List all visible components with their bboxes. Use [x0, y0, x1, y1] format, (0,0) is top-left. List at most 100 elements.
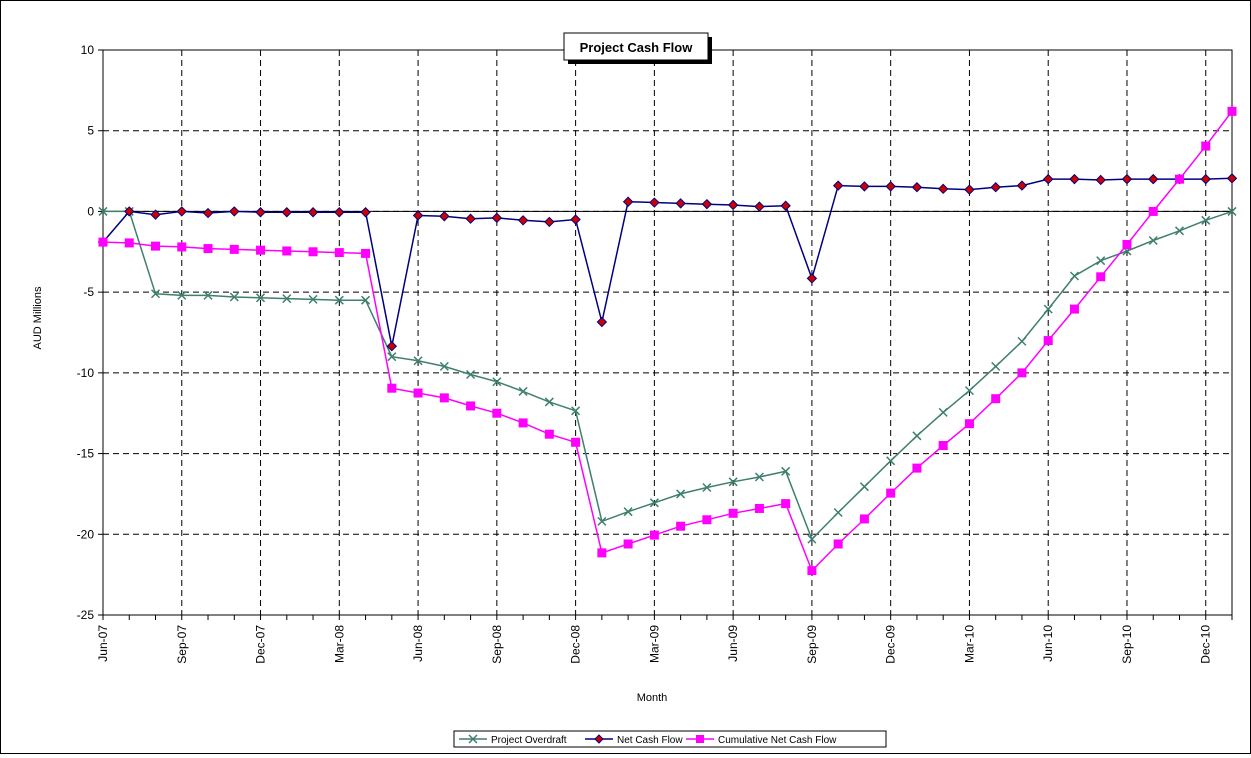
data-point: [1044, 175, 1053, 184]
data-point: [466, 401, 475, 410]
data-point: [1228, 107, 1237, 116]
data-point: [1175, 227, 1183, 235]
data-point: [676, 199, 685, 208]
data-point: [1070, 305, 1079, 314]
y-tick-label: -25: [77, 608, 95, 622]
data-point: [519, 418, 528, 427]
data-point: [912, 464, 921, 473]
data-point: [256, 208, 265, 217]
legend-label: Project Overdraft: [491, 735, 567, 746]
data-point: [965, 185, 974, 194]
data-point: [282, 208, 291, 217]
data-point: [361, 249, 370, 258]
series-project-overdraft: [99, 207, 1236, 543]
data-point: [729, 509, 738, 518]
data-point: [177, 242, 186, 251]
y-axis-label: AUD Millions: [32, 286, 44, 349]
data-point: [545, 398, 553, 406]
data-point: [309, 208, 318, 217]
data-point: [492, 213, 501, 222]
series-line: [103, 111, 1232, 570]
data-point: [256, 246, 265, 255]
x-tick-label: Sep-09: [805, 625, 819, 664]
series-layer: [99, 107, 1237, 575]
x-tick-label: Jun-07: [96, 625, 110, 662]
data-point: [650, 198, 659, 207]
y-tick-label: 10: [81, 43, 95, 57]
x-axis-label: Month: [637, 692, 668, 704]
data-point: [860, 182, 869, 191]
square-marker-icon: [696, 735, 704, 743]
data-point: [1070, 272, 1078, 280]
y-tick-label: 0: [87, 204, 94, 218]
data-point: [361, 208, 370, 217]
data-point: [965, 419, 974, 428]
data-point: [834, 181, 843, 190]
data-point: [1096, 272, 1105, 281]
data-point: [1201, 175, 1210, 184]
data-point: [282, 246, 291, 255]
data-point: [414, 389, 423, 398]
legend-label: Net Cash Flow: [617, 735, 683, 746]
data-point: [545, 430, 554, 439]
data-point: [519, 387, 527, 395]
series-cumulative-net-cash-flow: [99, 107, 1237, 575]
data-point: [1175, 175, 1184, 184]
series-line: [103, 211, 1232, 539]
data-point: [1018, 337, 1026, 345]
data-point: [571, 215, 580, 224]
data-point: [204, 244, 213, 253]
x-tick-label: Dec-09: [884, 625, 898, 664]
data-point: [624, 508, 632, 516]
x-tick-label: Sep-10: [1120, 625, 1134, 664]
data-point: [492, 409, 501, 418]
data-point: [466, 214, 475, 223]
x-tick-label: Dec-08: [569, 625, 583, 664]
chart-title: Project Cash Flow: [580, 40, 694, 55]
data-point: [991, 394, 1000, 403]
data-point: [335, 208, 344, 217]
data-point: [939, 408, 947, 416]
x-tick-label: Dec-10: [1199, 625, 1213, 664]
data-point: [939, 441, 948, 450]
data-point: [230, 245, 239, 254]
data-point: [992, 362, 1000, 370]
data-point: [781, 201, 790, 210]
data-point: [807, 566, 816, 575]
chart-title-box: Project Cash Flow: [564, 33, 712, 64]
x-tick-label: Jun-08: [411, 625, 425, 662]
data-point: [1044, 336, 1053, 345]
x-tick-label: Mar-10: [962, 625, 976, 663]
series-line: [103, 178, 1232, 346]
y-axis-ticks: 10 5 0 -5 -10 -15 -20 -25: [77, 43, 103, 622]
y-tick-label: -15: [77, 447, 95, 461]
data-point: [1149, 175, 1158, 184]
data-point: [414, 211, 423, 220]
data-point: [913, 432, 921, 440]
x-tick-label: Sep-08: [490, 625, 504, 664]
x-tick-label: Dec-07: [254, 625, 268, 664]
data-point: [860, 514, 869, 523]
data-point: [1097, 257, 1105, 265]
data-point: [755, 202, 764, 211]
x-axis-ticks: Jun-07 Sep-07 Dec-07 Mar-08 Jun-08 Sep-08 Dec-…: [96, 615, 1232, 664]
data-point: [519, 216, 528, 225]
data-point: [1070, 175, 1079, 184]
series-net-cash-flow: [99, 174, 1237, 351]
data-point: [597, 548, 606, 557]
data-point: [125, 238, 134, 247]
data-point: [1149, 207, 1158, 216]
data-point: [335, 248, 344, 257]
x-tick-label: Mar-09: [647, 625, 661, 663]
data-point: [1122, 175, 1131, 184]
data-point: [834, 508, 842, 516]
data-point: [702, 200, 711, 209]
data-point: [991, 183, 1000, 192]
data-point: [387, 384, 396, 393]
data-point: [467, 370, 475, 378]
data-point: [676, 522, 685, 531]
data-point: [440, 393, 449, 402]
data-point: [781, 499, 790, 508]
